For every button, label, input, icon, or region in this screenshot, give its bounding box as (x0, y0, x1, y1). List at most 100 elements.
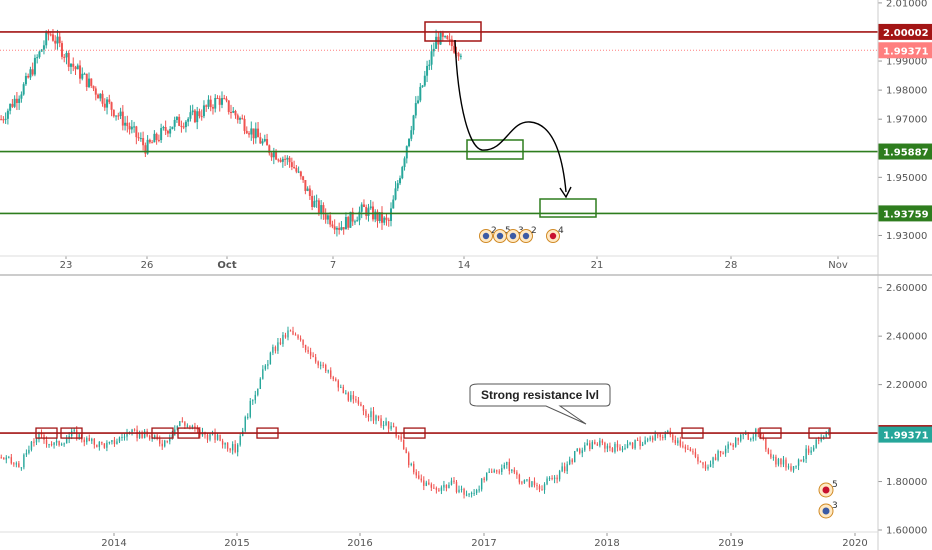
candle-body (516, 472, 518, 475)
candle-body (421, 85, 424, 87)
candle-body (108, 99, 111, 103)
candle-body (485, 472, 488, 481)
y-tick-label: 1.99000 (886, 57, 927, 68)
candle-body (672, 434, 674, 440)
candle-body (314, 357, 317, 362)
event-marker-count: 4 (558, 226, 564, 236)
candle-body (443, 484, 445, 488)
candle-body (53, 442, 55, 445)
candle-body (164, 440, 166, 447)
candle-body (274, 346, 277, 351)
candle-body (441, 32, 444, 37)
candle-body (126, 122, 129, 127)
candle-body (40, 432, 43, 436)
candle-body (3, 457, 5, 460)
candle-body (586, 443, 588, 446)
candle-body (548, 477, 551, 479)
candle-body (157, 139, 160, 141)
price-tag (878, 42, 932, 59)
touch-point-box (177, 427, 200, 439)
candle-body (440, 487, 443, 491)
candle-body (99, 93, 102, 99)
candle-body (714, 457, 717, 461)
candle-body (198, 111, 201, 117)
candle-body (164, 127, 167, 131)
candle-body (101, 441, 103, 444)
candle-body (347, 217, 350, 228)
candle-body (342, 387, 345, 394)
candle-body (184, 121, 187, 128)
candle-body (496, 470, 498, 472)
candle-body (148, 435, 151, 440)
candle-body (390, 425, 392, 429)
candle-body (677, 440, 679, 444)
candle-body (347, 392, 350, 401)
candle-body (601, 440, 604, 443)
candle-body (266, 139, 269, 146)
candle-body (225, 98, 228, 101)
candle-body (20, 467, 23, 469)
touch-point-box (681, 427, 704, 439)
candle-body (491, 471, 493, 473)
candle-body (29, 69, 32, 78)
candle-body (226, 442, 229, 449)
candle-body (86, 437, 88, 443)
candle-body (380, 212, 383, 223)
candle-body (395, 426, 397, 437)
candle-body (277, 159, 280, 161)
candle-body (453, 480, 455, 482)
candle-body (191, 110, 194, 113)
candle-body (252, 128, 255, 139)
candle-body (315, 200, 318, 202)
candle-body (73, 429, 75, 431)
candle-body (38, 432, 40, 440)
candle-body (513, 469, 516, 473)
candle-body (113, 440, 116, 444)
candle-body (101, 93, 104, 104)
candle-body (349, 211, 352, 228)
candle-body (304, 180, 307, 191)
candle-body (687, 448, 689, 450)
candle-body (807, 448, 810, 453)
y-tick-label: 1.80000 (886, 477, 927, 488)
candle-body (408, 453, 410, 466)
candle-body (40, 49, 43, 52)
candle-body (54, 40, 57, 44)
candle-body (457, 53, 460, 57)
candle-body (432, 48, 435, 52)
flag-icon (482, 232, 490, 240)
candle-body (709, 464, 712, 467)
candle-body (162, 127, 165, 129)
candle-body (423, 480, 425, 486)
candle-body (380, 418, 382, 426)
x-tick-label: Oct (217, 260, 236, 271)
candle-body (302, 339, 304, 345)
candle-body (88, 78, 91, 88)
candle-body (506, 461, 508, 465)
flag-icon (509, 232, 517, 240)
candle-body (302, 176, 305, 181)
candle-body (438, 489, 440, 491)
candle-body (277, 342, 279, 351)
event-marker-icon (546, 229, 560, 243)
candle-body (561, 466, 563, 472)
candle-body (579, 448, 581, 454)
candle-body (65, 52, 68, 58)
candle-body (360, 403, 362, 406)
candle-body (128, 126, 131, 130)
candle-body (234, 110, 237, 116)
candle-body (33, 57, 36, 75)
x-tick-label: 2017 (471, 538, 496, 549)
support-target-box (539, 198, 597, 218)
candle-body (444, 36, 447, 38)
candle-body (189, 112, 192, 119)
candle-body (568, 459, 571, 465)
candle-body (211, 107, 214, 109)
candle-body (20, 94, 23, 99)
candle-body (146, 139, 149, 154)
candle-body (178, 116, 181, 126)
candle-body (241, 118, 244, 120)
candle-body (797, 459, 800, 466)
